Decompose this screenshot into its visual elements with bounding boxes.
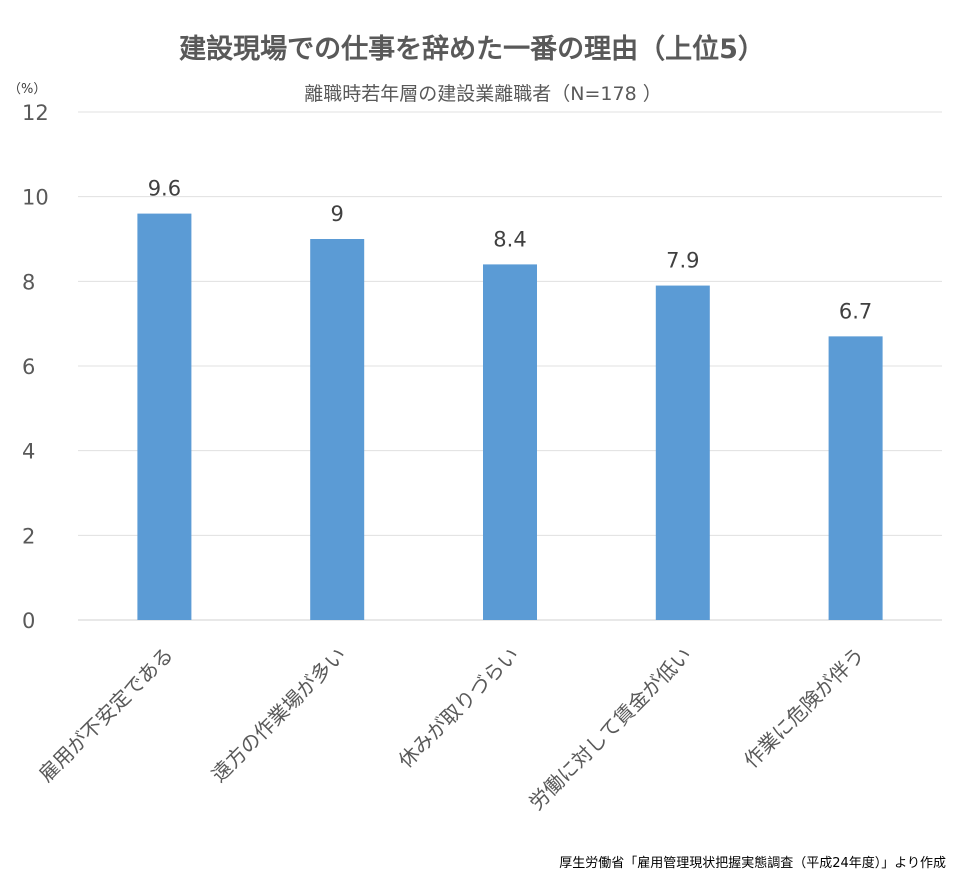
- x-tick-label: 雇用が不安定である: [34, 643, 178, 787]
- bar: [828, 336, 883, 620]
- x-tick-label: 作業に危険が伴う: [739, 643, 869, 773]
- y-tick-label: 2: [22, 524, 35, 548]
- chart-subtitle: 離職時若年層の建設業離職者（N=178 ）: [304, 83, 661, 105]
- y-tick-label: 10: [22, 186, 49, 210]
- data-label: 8.4: [493, 227, 526, 251]
- x-tick-label: 休みが取りづらい: [393, 643, 523, 773]
- y-tick-label: 8: [22, 270, 35, 294]
- y-tick-label: 4: [22, 440, 35, 464]
- y-tick-label: 6: [22, 355, 35, 379]
- bar: [310, 239, 365, 620]
- chart-title: 建設現場での仕事を辞めた一番の理由（上位5）: [179, 33, 765, 65]
- data-label: 9: [331, 202, 344, 226]
- x-tick-label: 遠方の作業場が多い: [206, 643, 350, 787]
- y-axis-unit: （%）: [8, 82, 46, 97]
- data-label: 7.9: [666, 249, 699, 273]
- data-label: 6.7: [839, 299, 872, 323]
- bar: [137, 213, 192, 620]
- data-label: 9.6: [148, 177, 181, 201]
- bar: [483, 264, 537, 620]
- bar: [655, 285, 710, 620]
- x-tick-label: 労働に対して賃金が低い: [524, 643, 696, 815]
- source-note: 厚生労働省「雇用管理現状把握実態調査（平成24年度）」より作成: [559, 855, 946, 871]
- y-tick-label: 0: [22, 609, 35, 633]
- y-tick-label: 12: [22, 101, 49, 125]
